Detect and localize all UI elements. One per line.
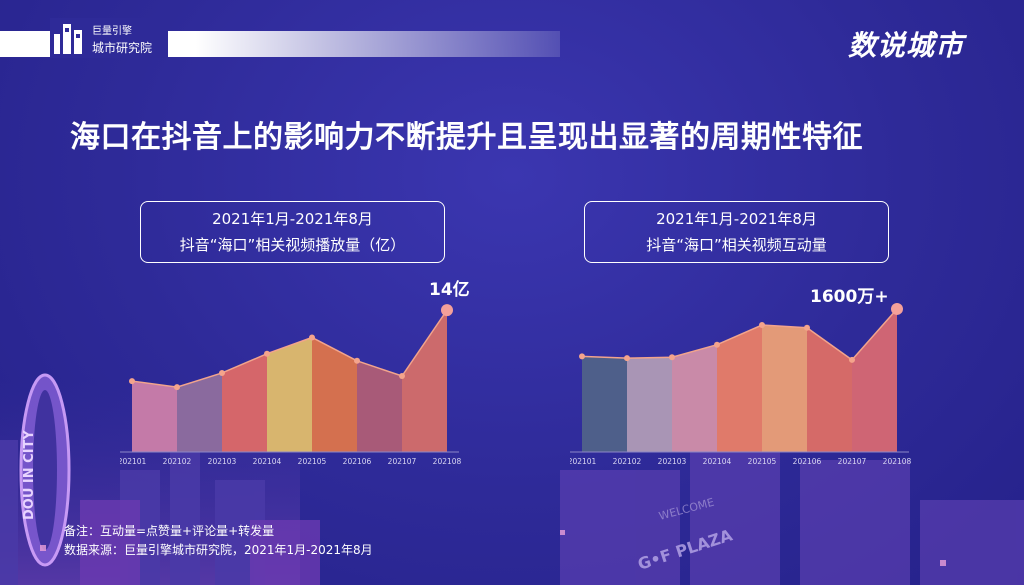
chart1-caption: 2021年1月-2021年8月 抖音“海口”相关视频播放量（亿）: [140, 201, 445, 263]
chart1-caption-line1: 2021年1月-2021年8月: [212, 210, 373, 228]
chart1-data-point: [399, 373, 405, 379]
page-title: 海口在抖音上的影响力不断提升且呈现出显著的周期性特征: [70, 120, 863, 155]
chart1-data-point: [309, 334, 315, 341]
dou-in-city-text: DOU IN CITY: [22, 430, 37, 520]
note-line2: 数据来源：巨量引擎城市研究院，2021年1月-2021年8月: [64, 543, 373, 557]
chart1-tick-label: 202102: [163, 457, 192, 466]
brand-title: 数说城市: [848, 29, 965, 62]
chart1-tick-label: 202106: [343, 457, 372, 466]
chart2-caption-line2: 抖音“海口”相关视频互动量: [646, 236, 827, 254]
chart2-area-segment: [627, 357, 672, 452]
chart2-tick-label: 202103: [658, 457, 687, 466]
chart1-data-point: [129, 378, 135, 385]
chart1-data-point: [264, 350, 270, 357]
chart2-data-point: [891, 302, 903, 315]
chart2-tick-label: 202107: [838, 457, 867, 466]
building-logo-icon: [54, 24, 82, 54]
chart1-tick-label: 202108: [433, 457, 462, 466]
chart2-area-segment: [717, 325, 762, 452]
chart1-data-point: [441, 304, 453, 317]
chart1-tick-label: 202104: [253, 457, 282, 466]
logo-text-1: 巨量引擎: [92, 26, 132, 37]
chart1-area-segment: [132, 381, 177, 452]
chart2-tick-label: 202102: [613, 457, 642, 466]
chart1-area-segment: [177, 372, 222, 452]
chart2: 202101 202102 202103 202104 202105 202106 2021…: [570, 302, 912, 466]
chart2-data-point: [579, 353, 585, 360]
chart2-tick-label: 202106: [793, 457, 822, 466]
chart1-line: [131, 309, 448, 388]
chart2-line: [581, 308, 898, 361]
chart2-tick-label: 202108: [883, 457, 912, 466]
chart1-data-point: [219, 369, 225, 376]
chart1-area-segment: [357, 360, 402, 452]
chart1: 202101 202102 202103 202104 202105 202106 2021…: [120, 304, 462, 466]
chart2-caption: 2021年1月-2021年8月 抖音“海口”相关视频互动量: [584, 201, 889, 263]
chart1-area-segment: [402, 310, 447, 452]
chart2-data-point: [849, 356, 855, 363]
chart2-caption-line1: 2021年1月-2021年8月: [656, 210, 817, 228]
chart1-data-point: [174, 384, 180, 391]
chart1-tick-label: 202105: [298, 457, 327, 466]
chart2-data-point: [624, 355, 630, 362]
logo-text-2: 城市研究院: [92, 41, 153, 55]
chart2-area-segment: [582, 356, 627, 452]
chart1-callout: 14亿: [429, 280, 470, 300]
chart2-area-segment: [807, 327, 852, 452]
chart2-data-point: [669, 354, 675, 361]
chart1-caption-line2: 抖音“海口”相关视频播放量（亿）: [179, 236, 406, 254]
chart2-callout: 1600万+: [810, 287, 889, 307]
chart1-area-segment: [267, 337, 312, 452]
chart2-tick-label: 202105: [748, 457, 777, 466]
chart1-area-segment: [312, 337, 357, 452]
chart2-tick-label: 202101: [570, 457, 597, 466]
chart1-data-point: [354, 357, 360, 364]
chart1-tick-label: 202101: [120, 457, 147, 466]
chart2-area-segment: [762, 325, 807, 452]
chart1-area-segment: [222, 353, 267, 452]
chart1-tick-label: 202107: [388, 457, 417, 466]
chart2-data-point: [714, 341, 720, 348]
chart2-tick-label: 202104: [703, 457, 732, 466]
note-line1: 备注：互动量=点赞量+评论量+转发量: [64, 524, 275, 538]
chart2-area-segment: [672, 344, 717, 452]
chart2-data-point: [804, 324, 810, 331]
chart1-tick-label: 202103: [208, 457, 237, 466]
chart2-area-segment: [852, 308, 897, 452]
chart2-data-point: [759, 322, 765, 329]
